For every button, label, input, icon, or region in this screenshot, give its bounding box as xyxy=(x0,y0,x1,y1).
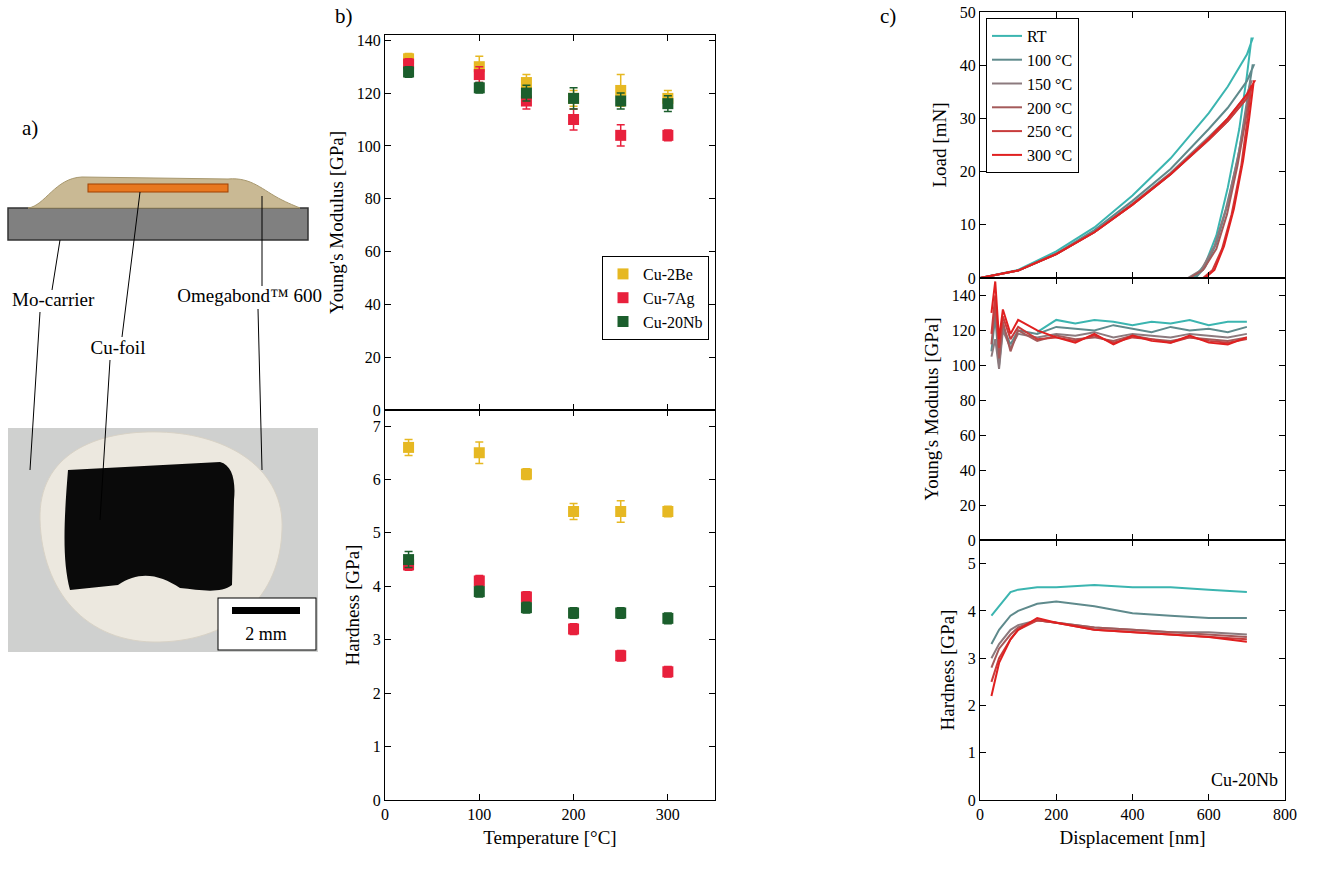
svg-text:0: 0 xyxy=(968,532,976,549)
svg-text:c): c) xyxy=(880,4,896,28)
svg-text:120: 120 xyxy=(952,322,976,339)
svg-text:5: 5 xyxy=(968,555,976,572)
svg-text:Displacement [nm]: Displacement [nm] xyxy=(1059,827,1205,848)
svg-text:3: 3 xyxy=(968,650,976,667)
svg-text:Cu-7Ag: Cu-7Ag xyxy=(643,290,695,308)
svg-text:30: 30 xyxy=(960,110,976,127)
svg-text:1: 1 xyxy=(968,744,976,761)
svg-text:20: 20 xyxy=(365,349,381,366)
svg-text:2 mm: 2 mm xyxy=(245,624,287,644)
svg-text:3: 3 xyxy=(373,631,381,648)
svg-text:5: 5 xyxy=(373,524,381,541)
svg-text:Temperature [°C]: Temperature [°C] xyxy=(483,827,616,848)
svg-text:Omegabond™ 600: Omegabond™ 600 xyxy=(177,285,322,306)
svg-text:4: 4 xyxy=(373,578,381,595)
svg-text:60: 60 xyxy=(365,243,381,260)
svg-text:80: 80 xyxy=(960,392,976,409)
svg-text:Young's Modulus [GPa]: Young's Modulus [GPa] xyxy=(326,131,347,314)
svg-text:250 °C: 250 °C xyxy=(1027,123,1072,140)
svg-text:140: 140 xyxy=(357,32,381,49)
svg-text:6: 6 xyxy=(373,471,381,488)
svg-text:100 °C: 100 °C xyxy=(1027,52,1072,69)
svg-text:1: 1 xyxy=(373,738,381,755)
svg-text:7: 7 xyxy=(373,418,381,435)
svg-text:Cu-foil: Cu-foil xyxy=(91,337,146,358)
svg-text:20: 20 xyxy=(960,163,976,180)
svg-text:0: 0 xyxy=(373,792,381,809)
svg-text:Hardness [GPa]: Hardness [GPa] xyxy=(342,545,363,666)
svg-text:RT: RT xyxy=(1027,28,1047,45)
svg-text:Cu-20Nb: Cu-20Nb xyxy=(643,314,703,331)
svg-text:60: 60 xyxy=(960,427,976,444)
svg-text:100: 100 xyxy=(952,357,976,374)
svg-text:0: 0 xyxy=(381,806,389,823)
svg-text:400: 400 xyxy=(1121,806,1145,823)
svg-text:200: 200 xyxy=(562,806,586,823)
svg-text:b): b) xyxy=(335,4,353,28)
svg-text:4: 4 xyxy=(968,603,976,620)
svg-text:Young's Modulus [GPa]: Young's Modulus [GPa] xyxy=(921,317,942,500)
svg-text:40: 40 xyxy=(365,296,381,313)
svg-text:40: 40 xyxy=(960,57,976,74)
svg-text:200: 200 xyxy=(1044,806,1068,823)
svg-text:0: 0 xyxy=(373,402,381,419)
svg-text:Cu-20Nb: Cu-20Nb xyxy=(1211,770,1278,790)
svg-text:Hardness [GPa]: Hardness [GPa] xyxy=(937,610,958,731)
svg-text:800: 800 xyxy=(1273,806,1297,823)
svg-text:80: 80 xyxy=(365,190,381,207)
svg-text:0: 0 xyxy=(968,792,976,809)
svg-text:10: 10 xyxy=(960,216,976,233)
svg-text:0: 0 xyxy=(968,270,976,287)
svg-text:300: 300 xyxy=(656,806,680,823)
svg-text:50: 50 xyxy=(960,4,976,21)
svg-text:300 °C: 300 °C xyxy=(1027,147,1072,164)
svg-text:20: 20 xyxy=(960,497,976,514)
svg-text:100: 100 xyxy=(467,806,491,823)
svg-text:200 °C: 200 °C xyxy=(1027,100,1072,117)
svg-text:0: 0 xyxy=(976,806,984,823)
svg-text:Mo-carrier: Mo-carrier xyxy=(12,289,95,310)
svg-text:120: 120 xyxy=(357,85,381,102)
svg-text:100: 100 xyxy=(357,138,381,155)
svg-text:Load [mN]: Load [mN] xyxy=(929,103,950,188)
svg-text:2: 2 xyxy=(968,697,976,714)
svg-text:150 °C: 150 °C xyxy=(1027,76,1072,93)
svg-text:Cu-2Be: Cu-2Be xyxy=(643,266,693,283)
svg-text:2: 2 xyxy=(373,685,381,702)
svg-text:140: 140 xyxy=(952,287,976,304)
svg-text:40: 40 xyxy=(960,462,976,479)
svg-text:600: 600 xyxy=(1197,806,1221,823)
svg-text:a): a) xyxy=(22,116,38,140)
